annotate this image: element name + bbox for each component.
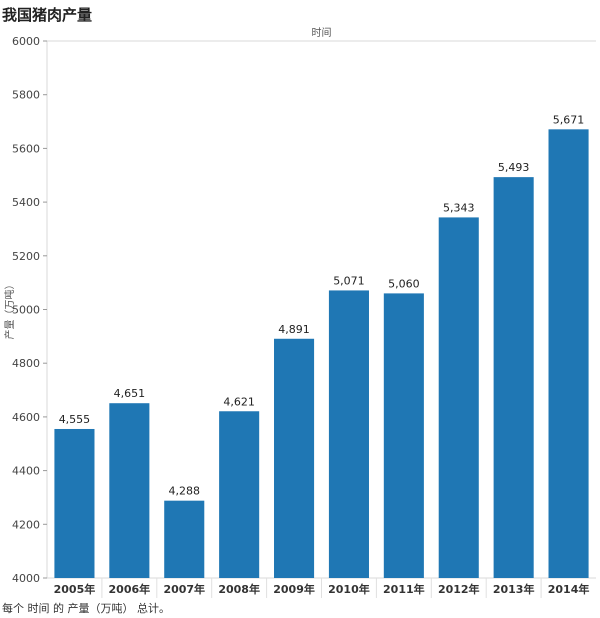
y-axis-ticks: 4000 4200 4400 4600 4800 5000 5200 5400 5600 5800… — [12, 35, 47, 585]
bar — [328, 290, 369, 578]
x-axis-title: 时间 — [312, 26, 332, 39]
y-tick-label: 4200 — [12, 518, 40, 531]
x-tick-label: 2011年 — [383, 582, 425, 596]
data-label: 4,555 — [59, 413, 91, 426]
bars — [54, 129, 589, 579]
y-tick-label: 5200 — [12, 250, 40, 263]
x-tick-label: 2006年 — [109, 582, 151, 596]
y-tick-label: 4600 — [12, 411, 40, 424]
y-tick-label: 4800 — [12, 357, 40, 370]
x-tick-label: 2012年 — [438, 582, 480, 596]
bar — [274, 338, 315, 578]
data-label: 4,891 — [278, 323, 310, 336]
bar — [383, 293, 424, 578]
data-label: 4,651 — [114, 387, 146, 400]
data-label: 5,071 — [333, 274, 365, 287]
data-label: 4,288 — [169, 485, 201, 498]
x-tick-label: 2009年 — [273, 582, 315, 596]
data-label: 5,671 — [553, 113, 585, 126]
x-tick-label: 2007年 — [163, 582, 205, 596]
data-label: 5,343 — [443, 201, 475, 214]
footnote: 每个 时间 的 产量（万吨） 总计。 — [2, 602, 170, 615]
data-label: 5,060 — [388, 277, 420, 290]
y-tick-label: 6000 — [12, 35, 40, 48]
x-tick-label: 2013年 — [493, 582, 535, 596]
chart-title: 我国猪肉产量 — [2, 6, 93, 24]
y-tick-label: 4000 — [12, 572, 40, 585]
x-tick-label: 2014年 — [548, 582, 590, 596]
bar — [164, 500, 205, 578]
bar — [438, 217, 479, 579]
bar — [54, 428, 95, 578]
y-tick-label: 4400 — [12, 465, 40, 478]
data-label: 4,621 — [223, 395, 255, 408]
y-axis-title-group: 产量（万吨） — [3, 280, 16, 340]
x-tick-label: 2008年 — [218, 582, 260, 596]
bar — [493, 177, 534, 578]
x-axis-ticks: 2005年 2006年 2007年 2008年 2009年 2010年 2011年 2012年… — [54, 578, 590, 598]
y-tick-label: 5000 — [12, 304, 40, 317]
y-tick-label: 5400 — [12, 196, 40, 209]
data-labels: 4,555 4,651 4,288 4,621 4,891 5,071 5,060 5,343… — [59, 113, 585, 497]
bar — [109, 403, 150, 578]
y-axis-title: 产量（万吨） — [3, 280, 16, 340]
bar — [219, 411, 260, 578]
y-tick-label: 5600 — [12, 142, 40, 155]
x-tick-label: 2005年 — [54, 582, 96, 596]
bar — [548, 129, 589, 579]
x-tick-label: 2010年 — [328, 582, 370, 596]
data-label: 5,493 — [498, 161, 530, 174]
y-tick-label: 5800 — [12, 89, 40, 102]
